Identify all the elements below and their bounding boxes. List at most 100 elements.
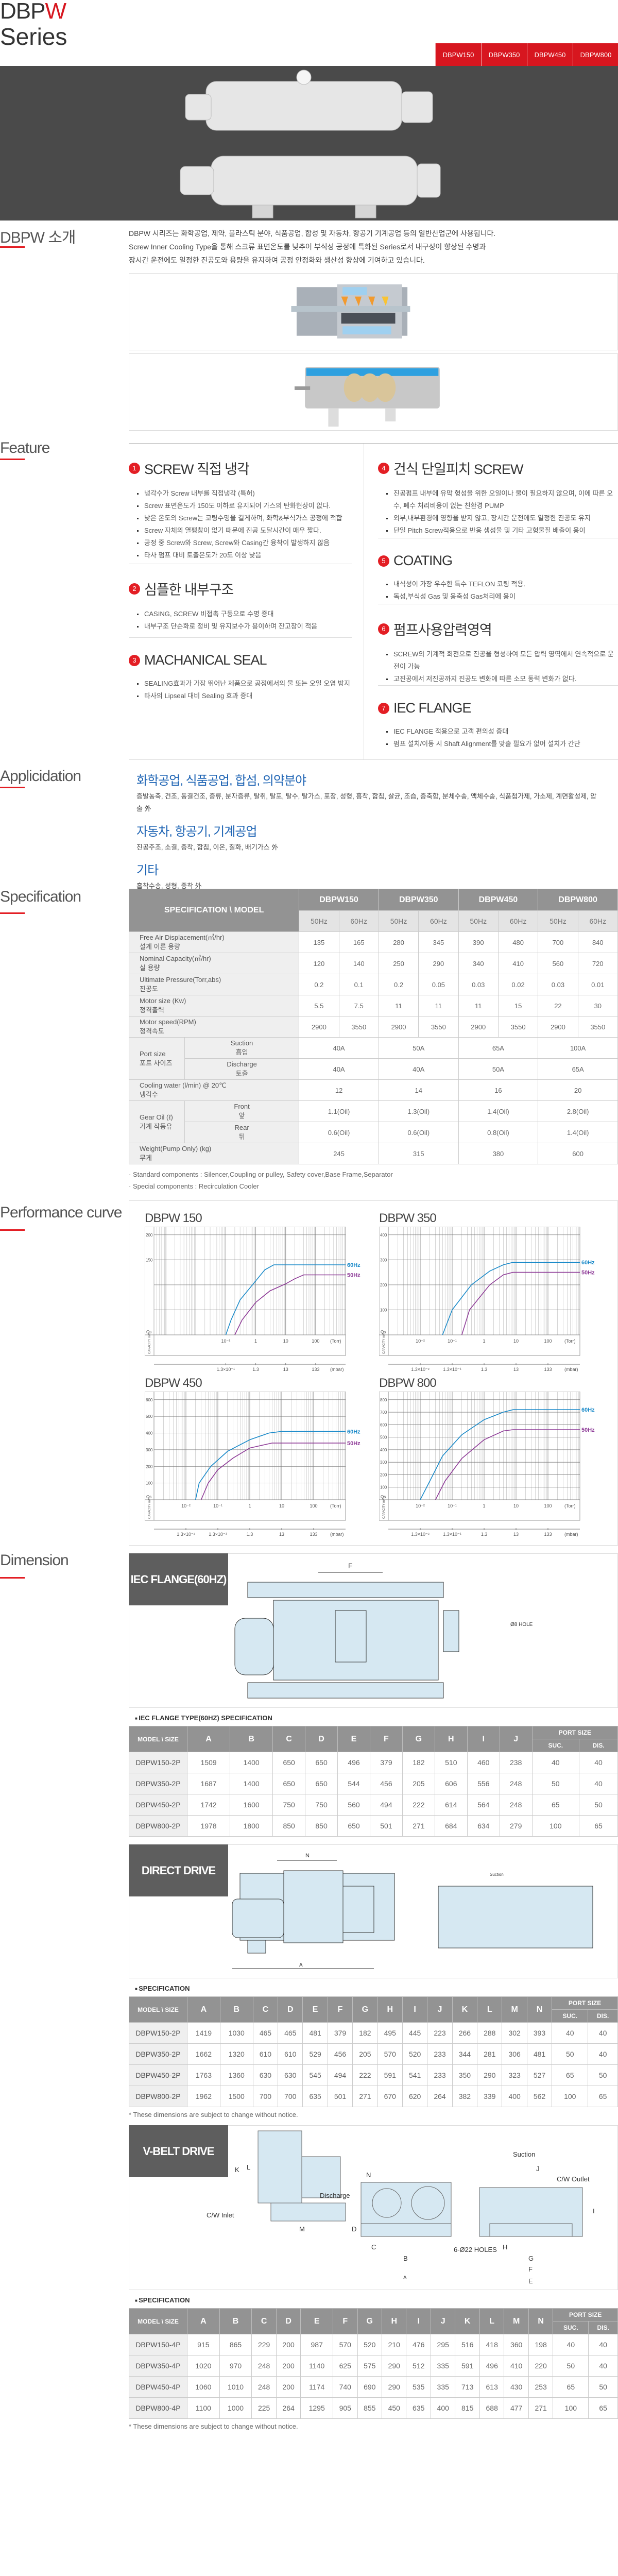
series-label: 50Hz	[347, 1440, 360, 1447]
row-label: Gear Oil (ℓ) 기계 작동유	[129, 1100, 185, 1143]
cell-value: 430	[504, 2376, 529, 2398]
cell-value: 271	[528, 2397, 554, 2419]
label-ko: 설계 이론 용량	[140, 943, 180, 951]
spec-value: 11	[418, 995, 459, 1016]
vbelt-table-title: SPECIFICATION	[135, 2296, 190, 2304]
dim-label: 6-Ø22 HOLES	[454, 2246, 497, 2253]
label-ko: 무게	[140, 1154, 152, 1162]
spec-value: 50A	[378, 1037, 459, 1059]
cell-value: 1978	[186, 1815, 231, 1837]
spec-value: 0.2	[299, 974, 339, 995]
number-badge-icon: 7	[378, 702, 389, 714]
intro-line: 장시간 운전에도 일정한 진공도와 용량을 유지하여 공정 안정화와 생산성 향…	[129, 256, 425, 264]
tab-dbpw800[interactable]: DBPW800	[573, 43, 618, 66]
spec-row: Weight(Pump Only) (kg) 무게 245 315 380 600	[128, 1143, 618, 1164]
feature-heading: 2 심플한 내부구조	[129, 579, 352, 599]
cell-value: 379	[327, 2022, 353, 2044]
application-list: 화학공업, 식품공업, 합섬, 의약분야 증발농축, 건조, 동결건조, 증류,…	[136, 770, 600, 899]
frequency-header: 60Hz	[497, 910, 539, 932]
x2-tick-label: 1.3×10⁻²	[411, 1367, 430, 1372]
feature-item: 2 심플한 내부구조 CASING, SCREW 비접촉 구동으로 수명 증대 내부구…	[129, 564, 352, 638]
cell-value: 562	[526, 2086, 553, 2107]
cell-value: 264	[427, 2086, 453, 2107]
series-label: 50Hz	[581, 1270, 595, 1276]
cell-value: 281	[477, 2043, 503, 2065]
dim-label: J	[536, 2165, 540, 2173]
tab-dbpw450[interactable]: DBPW450	[527, 43, 573, 66]
cell-value: 200	[276, 2376, 301, 2398]
footnote: * These dimensions are subject to change…	[129, 2111, 298, 2119]
spec-value: 14	[378, 1079, 459, 1101]
spec-value: 0.01	[577, 974, 618, 995]
cell-value: 40	[588, 2043, 618, 2065]
y-tick-label: 600	[146, 1398, 153, 1402]
series-line-60Hz	[442, 1262, 580, 1335]
cell-value: 222	[352, 2064, 378, 2086]
feature-bullets: IEC FLANGE 적용으로 고객 편의성 증대 펌프 설치/이동 시 Shaf…	[378, 725, 618, 750]
label-en: Rear	[234, 1124, 249, 1131]
column-header: B	[219, 1996, 253, 2023]
cell-value: 750	[272, 1794, 306, 1816]
label-en: Motor size (Kw)	[140, 997, 186, 1005]
cell-value: 198	[528, 2334, 554, 2355]
tab-dbpw150[interactable]: DBPW150	[435, 43, 481, 66]
column-header: G	[352, 1996, 378, 2023]
column-header: E	[300, 2308, 334, 2334]
model-tabs: DBPW150 DBPW350 DBPW450 DBPW800	[435, 43, 618, 66]
cell-value: 684	[434, 1815, 468, 1837]
intro-title: DBPW 소개	[0, 229, 76, 246]
column-header: J	[499, 1726, 533, 1752]
label-en: Front	[234, 1103, 250, 1110]
cell-value: 740	[333, 2376, 358, 2398]
y-tick-label: 150	[146, 1258, 153, 1262]
direct-drive-label: DIRECT DRIVE	[129, 1844, 228, 1896]
chart-title: DBPW 800	[379, 1376, 437, 1390]
dim-label: B	[403, 2255, 408, 2262]
table-row: DBPW800-4P 1100 1000 225 264 1295 905 855 450 635…	[129, 2397, 618, 2419]
cell-value: 1060	[187, 2376, 220, 2398]
series-line-50Hz	[200, 1443, 346, 1500]
cell-value: 610	[278, 2043, 303, 2065]
x2-tick-label: 1.3×10⁻¹	[443, 1532, 461, 1537]
table-row: DBPW350-4P 1020 970 248 200 1140 625 575 290 512 3…	[129, 2355, 618, 2377]
x-tick-label: 100	[312, 1338, 319, 1344]
y-tick-label: 800	[380, 1398, 387, 1402]
cell-value: 1320	[219, 2043, 253, 2065]
cell-value: 575	[357, 2355, 383, 2377]
tab-dbpw350[interactable]: DBPW350	[481, 43, 527, 66]
x-axis-unit: (Torr)	[330, 1503, 341, 1509]
cell-value: 248	[499, 1773, 533, 1794]
cell-value: 650	[272, 1752, 306, 1773]
column-header: K	[452, 1996, 478, 2023]
x-tick-label: 10	[279, 1503, 284, 1509]
spec-row: Gear Oil (ℓ) 기계 작동유 Front 앞 1.1(Oil) 1.3(Oil)…	[129, 1100, 618, 1143]
y-tick-label: 200	[380, 1283, 387, 1287]
spec-value: 410	[497, 953, 539, 974]
cell-value: 510	[434, 1752, 468, 1773]
cell-value: 350	[452, 2064, 478, 2086]
feature-title: COATING	[393, 553, 453, 568]
feature-bullets: SEALING효과가 가장 뛰어난 제품으로 공정에서의 물 또는 오일 오염 …	[129, 677, 352, 702]
table-row: DBPW800-2P 1962 1500 700 700 635 501 271 670 620 2…	[129, 2086, 618, 2107]
x-tick-label: 10⁻²	[416, 1503, 425, 1509]
y-tick-label: 100	[380, 1485, 387, 1490]
series-label: 60Hz	[581, 1260, 595, 1266]
cell-value: 50	[531, 1773, 579, 1794]
cell-value: 591	[455, 2355, 480, 2377]
table-row: DBPW800-2P 1978 1800 850 850 650 501 271 684 634 2…	[129, 1815, 618, 1837]
series-label: 60Hz	[347, 1429, 360, 1435]
title-underline	[0, 1577, 25, 1579]
cell-value: 495	[377, 2022, 403, 2044]
cell-value: 271	[352, 2086, 378, 2107]
cell-value: 50	[588, 2376, 618, 2398]
spec-value: 340	[458, 953, 499, 974]
cell-value: 481	[526, 2043, 553, 2065]
cell-value: 1763	[187, 2064, 220, 2086]
cell-value: 650	[272, 1773, 306, 1794]
spec-notes: · Standard components : Silencer,Couplin…	[129, 1168, 393, 1192]
y-tick-label: 100	[146, 1481, 153, 1486]
feature-bullets: CASING, SCREW 비접촉 구동으로 수명 증대 내부구조 단순화로 정비…	[129, 608, 352, 633]
spec-row: Port size 포트 사이즈 Suction 흡입 40A 50A 65A 100A	[129, 1037, 618, 1080]
